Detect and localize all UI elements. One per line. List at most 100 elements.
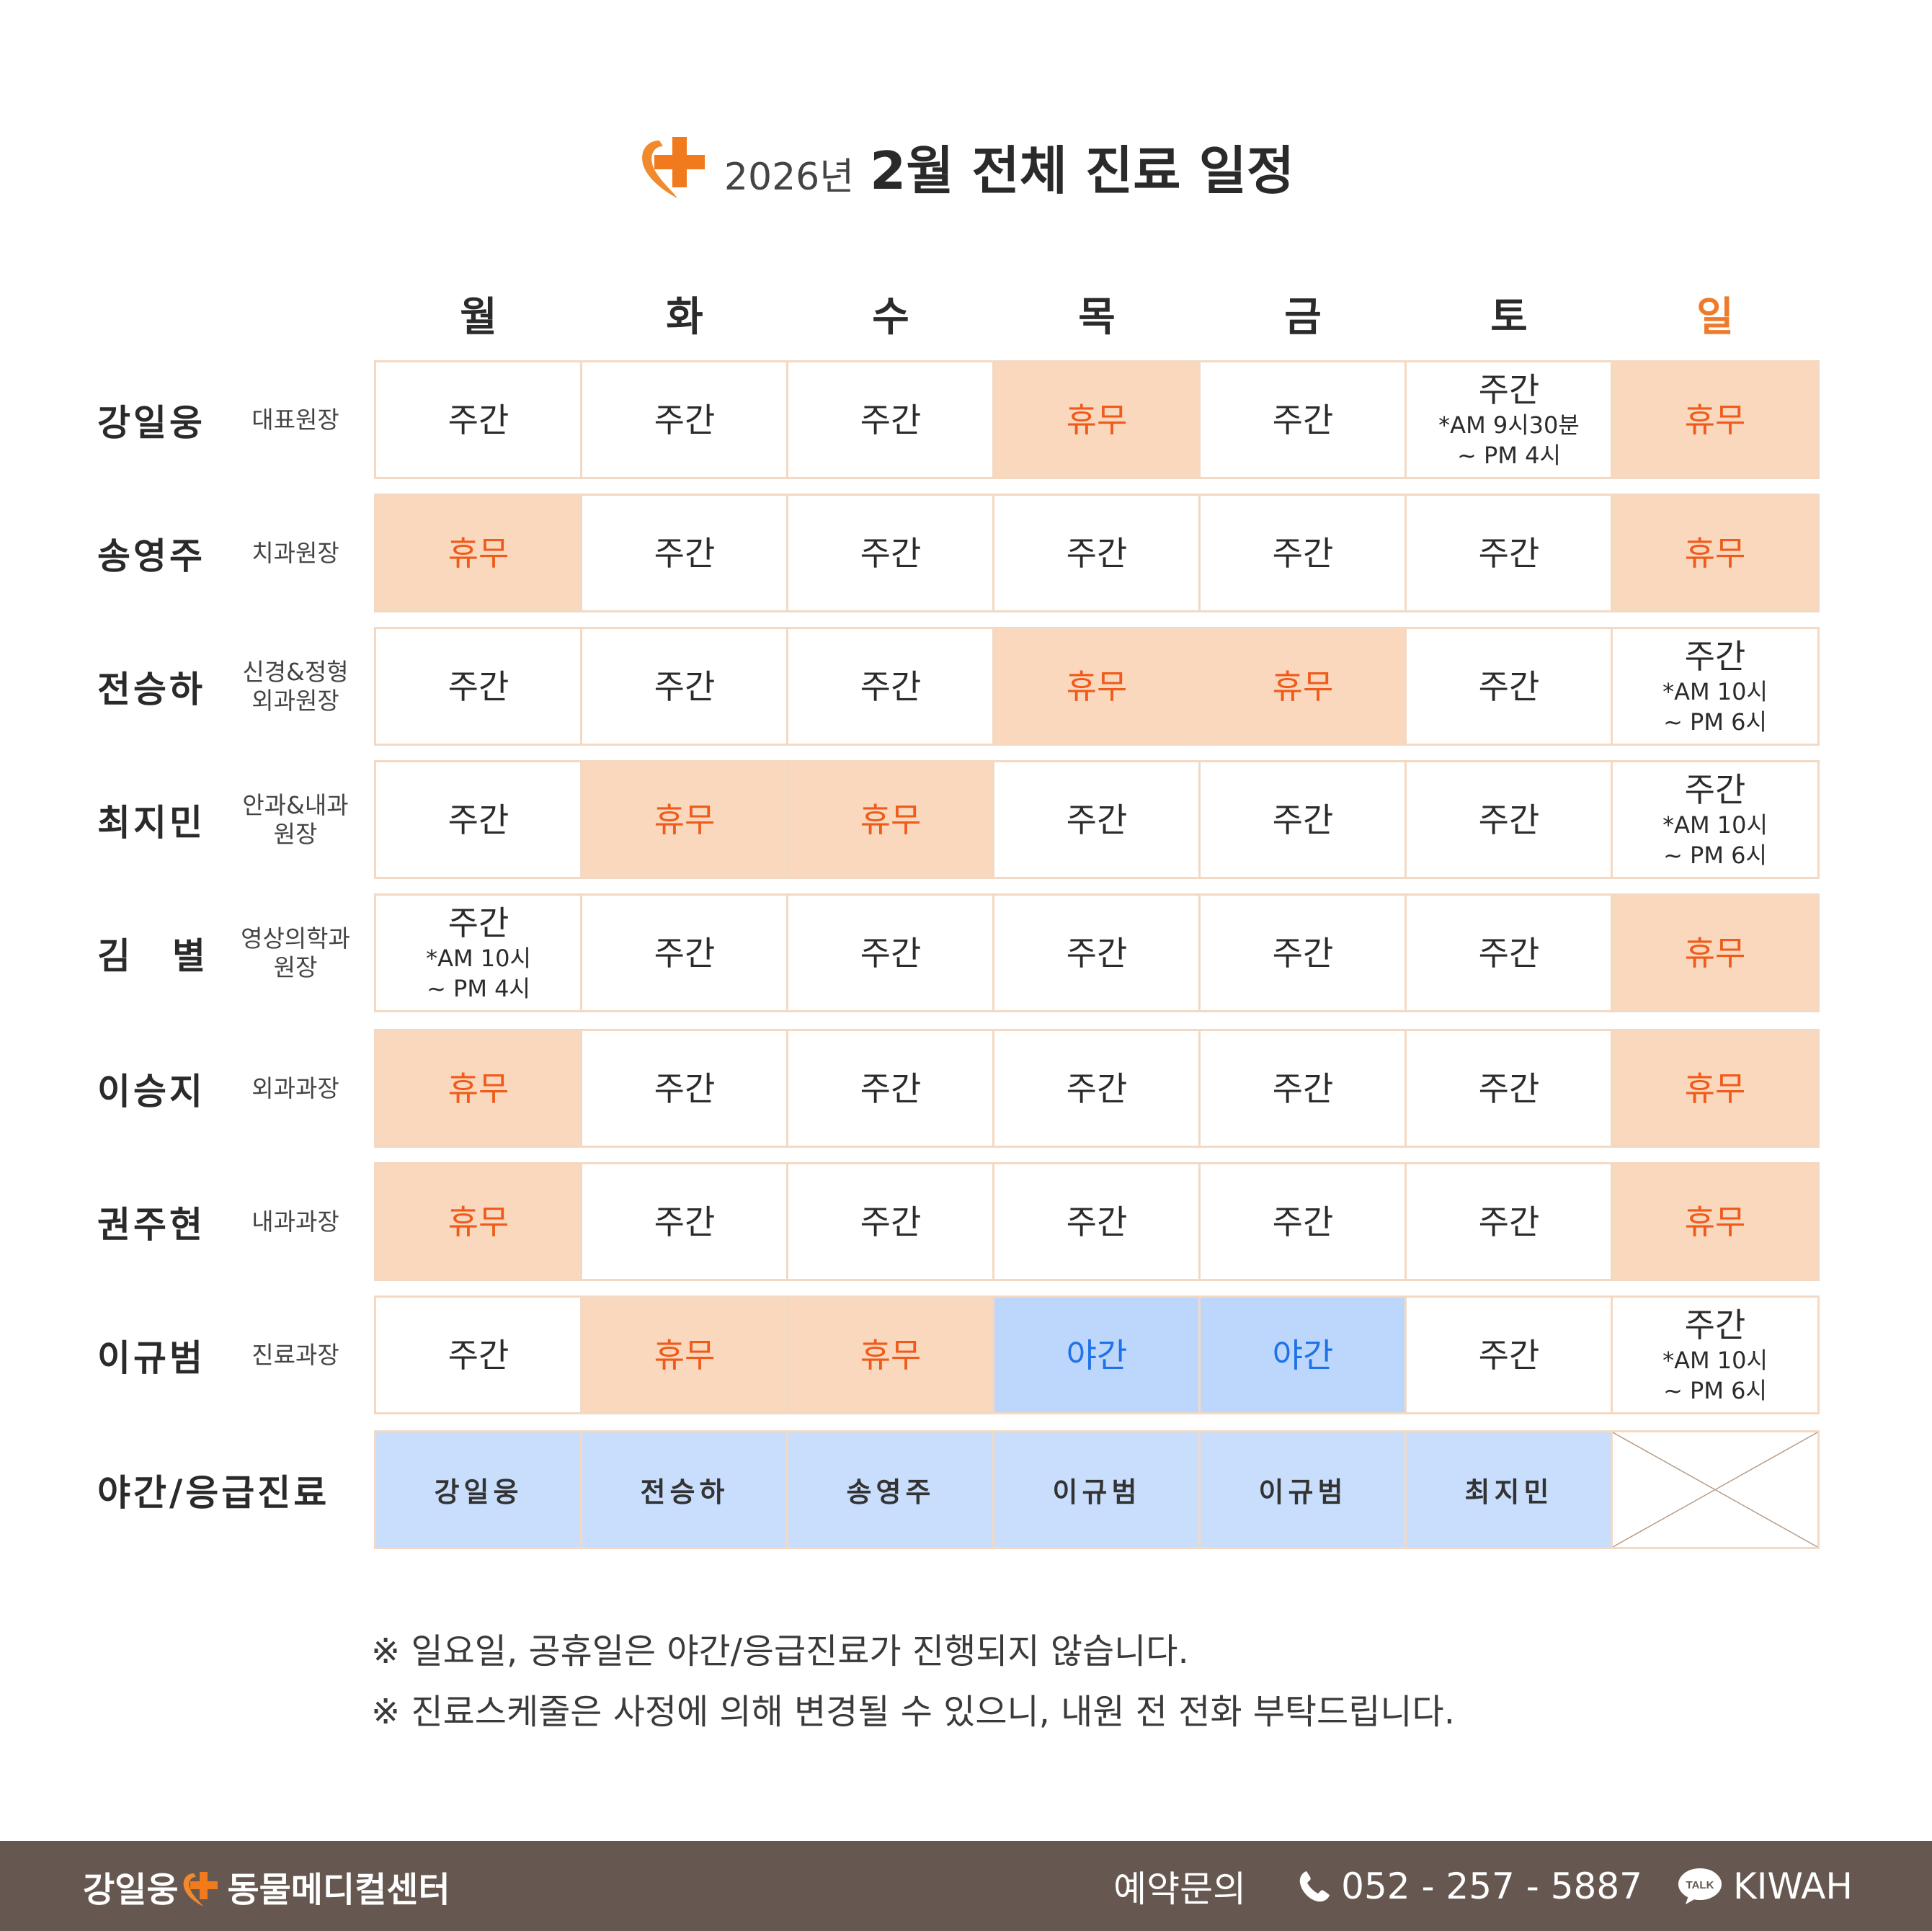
- schedule-cell: 주간: [1405, 1029, 1613, 1148]
- notes: ※ 일요일, 공휴일은 야간/응급진료가 진행되지 않습니다. ※ 진료스케줄은…: [371, 1621, 1455, 1742]
- day-header-1: 화: [666, 293, 703, 341]
- schedule-cell: 주간: [786, 893, 995, 1012]
- shift-label: 야간: [1066, 1335, 1128, 1375]
- phone-icon: [1300, 1870, 1330, 1901]
- schedule-cell: 주간: [1198, 760, 1407, 879]
- shift-label: 주간: [654, 533, 716, 573]
- shift-label: 주간: [1272, 933, 1334, 973]
- schedule-cell: 휴무: [1198, 627, 1407, 746]
- shift-label: 휴무: [1066, 666, 1128, 706]
- schedule-cell: 주간: [580, 627, 789, 746]
- shift-label: 주간: [654, 1202, 716, 1241]
- note-line: ※ 일요일, 공휴일은 야간/응급진료가 진행되지 않습니다.: [371, 1631, 1189, 1672]
- doctor-role: 안과&내과 원장: [242, 790, 349, 848]
- schedule-cell: 주간: [580, 893, 789, 1012]
- schedule-cell: 휴무: [374, 1162, 583, 1281]
- kakaotalk-icon[interactable]: TALK: [1677, 1867, 1723, 1906]
- shift-label: 주간: [1066, 533, 1128, 573]
- day-header-4: 금: [1284, 293, 1322, 341]
- emergency-row-label: 야간/응급진료: [97, 1430, 368, 1549]
- shift-label: 주간: [1066, 1069, 1128, 1108]
- shift-label: 주간: [654, 1069, 716, 1108]
- shift-label: 주간: [654, 933, 716, 973]
- schedule-cell: 주간: [1405, 494, 1613, 612]
- emergency-cell: 최지민: [1405, 1430, 1613, 1549]
- brand-suffix: 동물메디컬센터: [227, 1869, 450, 1910]
- shift-hours-start: *AM 10시: [1662, 677, 1768, 705]
- shift-label: 주간: [1478, 1335, 1540, 1375]
- schedule-cell: 주간: [374, 1295, 583, 1414]
- schedule-cell: 주간: [1198, 1029, 1407, 1148]
- day-header-3: 목: [1078, 293, 1116, 341]
- phone-number[interactable]: 052 - 257 - 5887: [1341, 1865, 1642, 1907]
- schedule-cell: 주간 *AM 10시 ~ PM 6시: [1611, 627, 1820, 746]
- shift-label: 주간: [1272, 800, 1334, 839]
- doctor-row-label: 김 별 영상의학과 원장: [97, 893, 368, 1012]
- day-header-5: 토: [1490, 293, 1528, 341]
- shift-label: 주간: [860, 400, 922, 440]
- emergency-cell: 강일웅: [374, 1430, 583, 1549]
- footer-contact: 예약문의 052 - 257 - 5887 TALK KIWAH: [1113, 1860, 1853, 1912]
- shift-hours-start: *AM 10시: [426, 944, 531, 972]
- doctor-name: 권주현: [97, 1203, 205, 1246]
- doctor-row-label: 권주현 내과과장: [97, 1162, 368, 1281]
- doctor-role: 내과과장: [251, 1207, 339, 1236]
- shift-label: 주간: [1478, 1069, 1540, 1108]
- shift-label: 주간: [448, 400, 509, 440]
- schedule-cell: 주간: [1198, 893, 1407, 1012]
- schedule-cell: 주간: [1405, 760, 1613, 879]
- shift-label: 휴무: [1684, 1069, 1746, 1108]
- schedule-cell: 주간: [580, 1162, 789, 1281]
- day-header-0: 월: [460, 293, 497, 341]
- schedule-cell: 주간: [786, 1162, 995, 1281]
- schedule-cell: 휴무: [786, 1295, 995, 1414]
- shift-label: 휴무: [1684, 533, 1746, 573]
- shift-label: 주간: [448, 666, 509, 706]
- doctor-row-label: 이규범 진료과장: [97, 1295, 368, 1414]
- schedule-cell: 휴무: [374, 494, 583, 612]
- shift-label: 주간: [1478, 933, 1540, 973]
- doctor-row-label: 최지민 안과&내과 원장: [97, 760, 368, 879]
- brand-name: 강일웅: [83, 1869, 179, 1910]
- kakao-id[interactable]: KIWAH: [1732, 1865, 1853, 1907]
- schedule-cell: 주간: [992, 494, 1201, 612]
- schedule-cell: 주간: [374, 627, 583, 746]
- shift-label: 휴무: [654, 1335, 716, 1375]
- schedule-cell: 주간: [1405, 1162, 1613, 1281]
- emergency-cell: 이규범: [992, 1430, 1201, 1549]
- day-header-6: 일: [1696, 293, 1734, 341]
- doctor-row-label: 전승하 신경&정형 외과원장: [97, 627, 368, 746]
- shift-label: 휴무: [448, 1202, 509, 1241]
- emergency-doctor: 이규범: [1052, 1476, 1141, 1508]
- shift-label: 휴무: [860, 1335, 922, 1375]
- schedule-cell: 야간: [1198, 1295, 1407, 1414]
- shift-label: 주간: [1478, 370, 1540, 409]
- emergency-cell-unavailable: [1611, 1430, 1820, 1549]
- shift-label: 휴무: [1684, 933, 1746, 973]
- shift-label: 주간: [1478, 533, 1540, 573]
- shift-label: 주간: [1066, 1202, 1128, 1241]
- shift-label: 휴무: [1272, 666, 1334, 706]
- title-main: 2월 전체 진료 일정: [870, 140, 1295, 201]
- shift-label: 주간: [1478, 1202, 1540, 1241]
- shift-label: 휴무: [1066, 400, 1128, 440]
- emergency-doctor: 이규범: [1258, 1476, 1348, 1508]
- doctor-row-label: 강일웅 대표원장: [97, 360, 368, 479]
- schedule-cell: 주간: [374, 360, 583, 479]
- schedule-cell: 휴무: [1611, 360, 1820, 479]
- schedule-cell: 주간: [992, 1162, 1201, 1281]
- shift-hours-end: ~ PM 4시: [1457, 441, 1561, 469]
- doctor-name: 이승지: [97, 1070, 205, 1112]
- emergency-cell: 전승하: [580, 1430, 789, 1549]
- shift-label: 야간: [1272, 1335, 1334, 1375]
- doctor-name: 송영주: [97, 535, 205, 577]
- shift-label: 주간: [448, 903, 509, 942]
- shift-hours-start: *AM 10시: [1662, 1346, 1768, 1374]
- schedule-cell: 주간: [580, 360, 789, 479]
- doctor-role: 대표원장: [251, 405, 339, 434]
- schedule-cell: 주간: [786, 627, 995, 746]
- shift-label: 주간: [1684, 1305, 1746, 1344]
- schedule-cell: 주간: [992, 893, 1201, 1012]
- schedule-cell: 주간: [374, 760, 583, 879]
- shift-hours-end: ~ PM 6시: [1663, 1376, 1767, 1404]
